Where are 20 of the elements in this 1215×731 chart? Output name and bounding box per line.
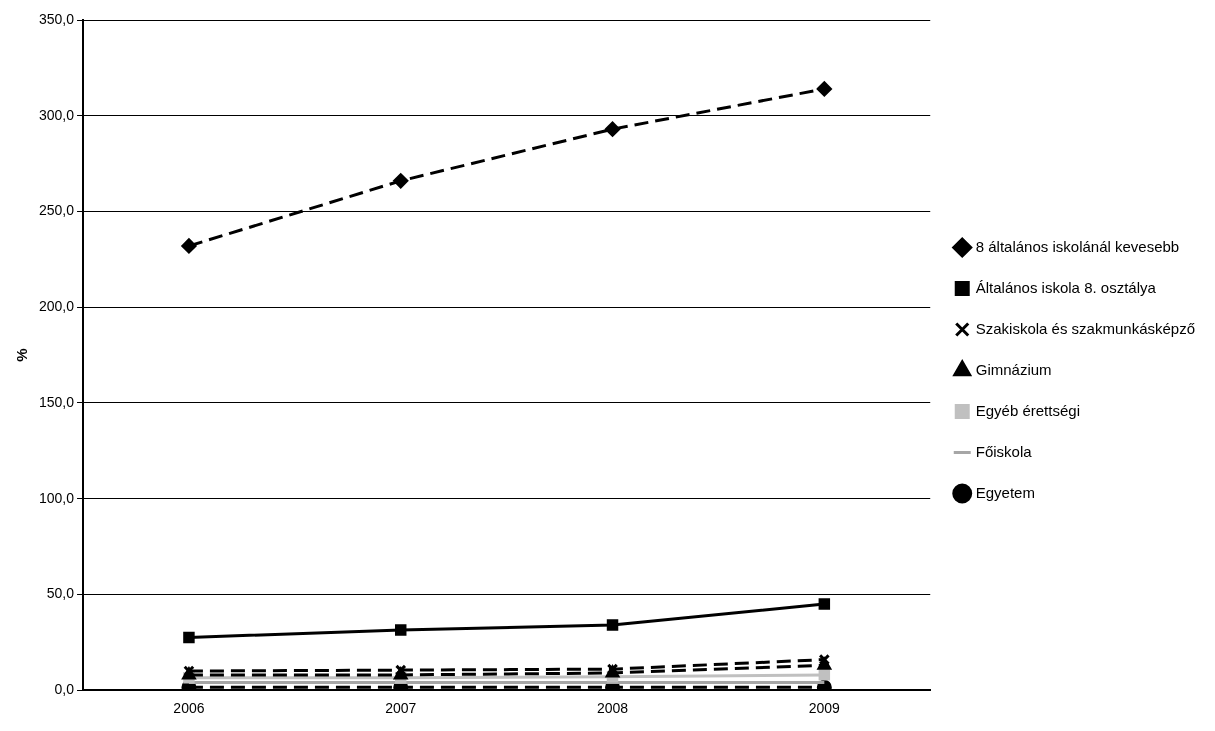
legend-label: Egyetem	[975, 483, 1035, 501]
y-tick-label: 350,0	[38, 10, 75, 27]
legend-label: Általános iskola 8. osztálya	[975, 278, 1157, 296]
y-tick-label: 100,0	[38, 489, 75, 506]
legend-label: Szakiskola és szakmunkásképző	[975, 319, 1195, 337]
y-tick-label: 300,0	[38, 106, 75, 123]
legend-label: 8 általános iskolánál kevesebb	[975, 237, 1180, 255]
x-tick-label: 2009	[808, 700, 841, 717]
y-tick-label: 0,0	[54, 681, 75, 698]
x-tick-label: 2006	[173, 700, 205, 717]
y-tick-label: 50,0	[46, 585, 75, 602]
legend-label: Főiskola	[975, 442, 1033, 460]
legend-label: Gimnázium	[975, 360, 1052, 378]
y-tick-label: 150,0	[38, 393, 75, 410]
y-axis-title: %	[13, 348, 31, 362]
y-tick-label: 200,0	[38, 298, 75, 315]
legend-label: Egyéb érettségi	[975, 401, 1080, 419]
x-tick-label: 2008	[596, 700, 629, 717]
y-tick-label: 250,0	[38, 202, 75, 219]
x-tick-label: 2007	[385, 700, 417, 717]
